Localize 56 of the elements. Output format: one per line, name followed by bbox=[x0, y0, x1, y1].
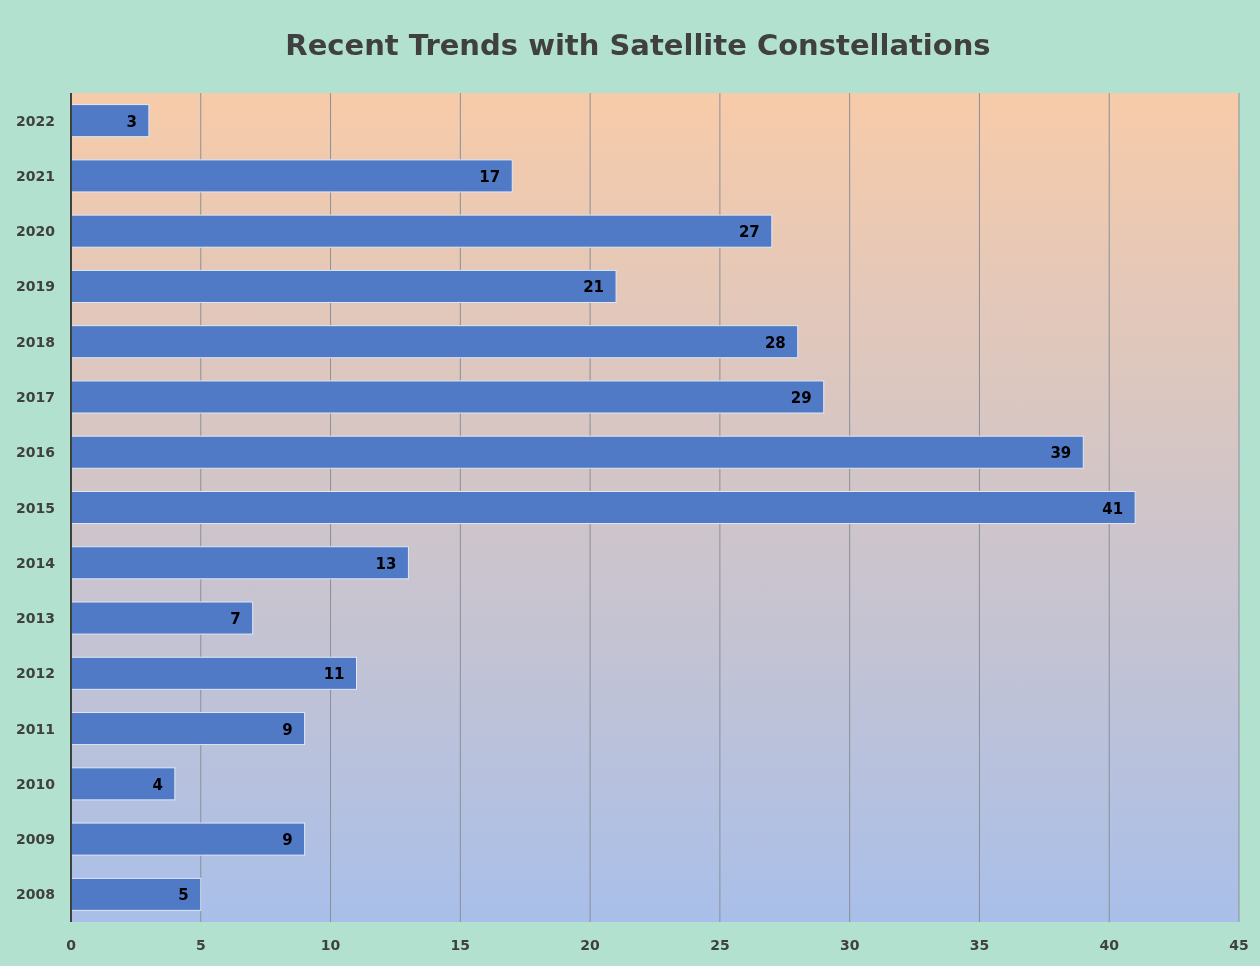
data-label: 5 bbox=[178, 886, 189, 905]
bar bbox=[70, 601, 254, 635]
y-tick-label: 2010 bbox=[16, 775, 56, 792]
y-tick-label: 2020 bbox=[16, 223, 56, 240]
data-label: 41 bbox=[1102, 499, 1124, 518]
y-tick-label: 2022 bbox=[16, 112, 55, 129]
x-tick-label: 15 bbox=[450, 937, 471, 953]
bar bbox=[70, 767, 176, 801]
data-label: 9 bbox=[282, 720, 293, 739]
bar bbox=[70, 712, 306, 746]
x-tick-label: 5 bbox=[195, 937, 206, 953]
bar bbox=[70, 435, 1084, 469]
chart-title: Recent Trends with Satellite Constellations bbox=[285, 28, 991, 62]
y-tick-label: 2018 bbox=[16, 333, 55, 350]
data-label: 13 bbox=[375, 554, 397, 573]
y-tick-label: 2013 bbox=[16, 610, 55, 627]
x-tick-label: 30 bbox=[839, 937, 860, 953]
x-tick-label: 40 bbox=[1099, 937, 1120, 953]
data-label: 11 bbox=[323, 665, 345, 684]
y-tick-label: 2015 bbox=[16, 499, 55, 516]
bar bbox=[70, 104, 150, 138]
y-tick-label: 2019 bbox=[16, 278, 55, 295]
data-label: 28 bbox=[764, 333, 786, 352]
y-tick-label: 2016 bbox=[16, 444, 55, 461]
data-label: 39 bbox=[1050, 444, 1072, 463]
data-label: 29 bbox=[790, 388, 812, 407]
bar bbox=[70, 822, 306, 856]
x-tick-label: 20 bbox=[580, 937, 601, 953]
bar bbox=[70, 159, 513, 193]
bar bbox=[70, 269, 617, 303]
bar bbox=[70, 877, 202, 911]
data-label: 27 bbox=[738, 223, 760, 242]
data-label: 4 bbox=[152, 775, 163, 794]
bar bbox=[70, 546, 409, 580]
data-label: 9 bbox=[282, 831, 293, 850]
bar bbox=[70, 325, 799, 359]
y-tick-label: 2008 bbox=[16, 886, 55, 903]
bar bbox=[70, 490, 1136, 525]
y-tick-label: 2014 bbox=[16, 554, 56, 571]
y-tick-label: 2012 bbox=[16, 665, 55, 682]
bar bbox=[70, 380, 825, 414]
x-tick-label: 10 bbox=[320, 937, 341, 953]
data-label: 7 bbox=[230, 610, 241, 629]
y-tick-label: 2021 bbox=[16, 167, 55, 184]
data-label: 3 bbox=[126, 112, 137, 131]
y-tick-label: 2011 bbox=[16, 720, 55, 737]
y-tick-label: 2017 bbox=[16, 388, 55, 405]
data-label: 17 bbox=[479, 167, 501, 186]
bar bbox=[70, 656, 358, 690]
x-tick-label: 35 bbox=[969, 937, 990, 953]
x-tick-label: 0 bbox=[66, 937, 77, 953]
x-tick-label: 25 bbox=[710, 937, 730, 953]
x-tick-label: 45 bbox=[1229, 937, 1249, 953]
data-label: 21 bbox=[583, 278, 605, 297]
bar bbox=[70, 214, 773, 248]
y-tick-label: 2009 bbox=[16, 831, 55, 848]
